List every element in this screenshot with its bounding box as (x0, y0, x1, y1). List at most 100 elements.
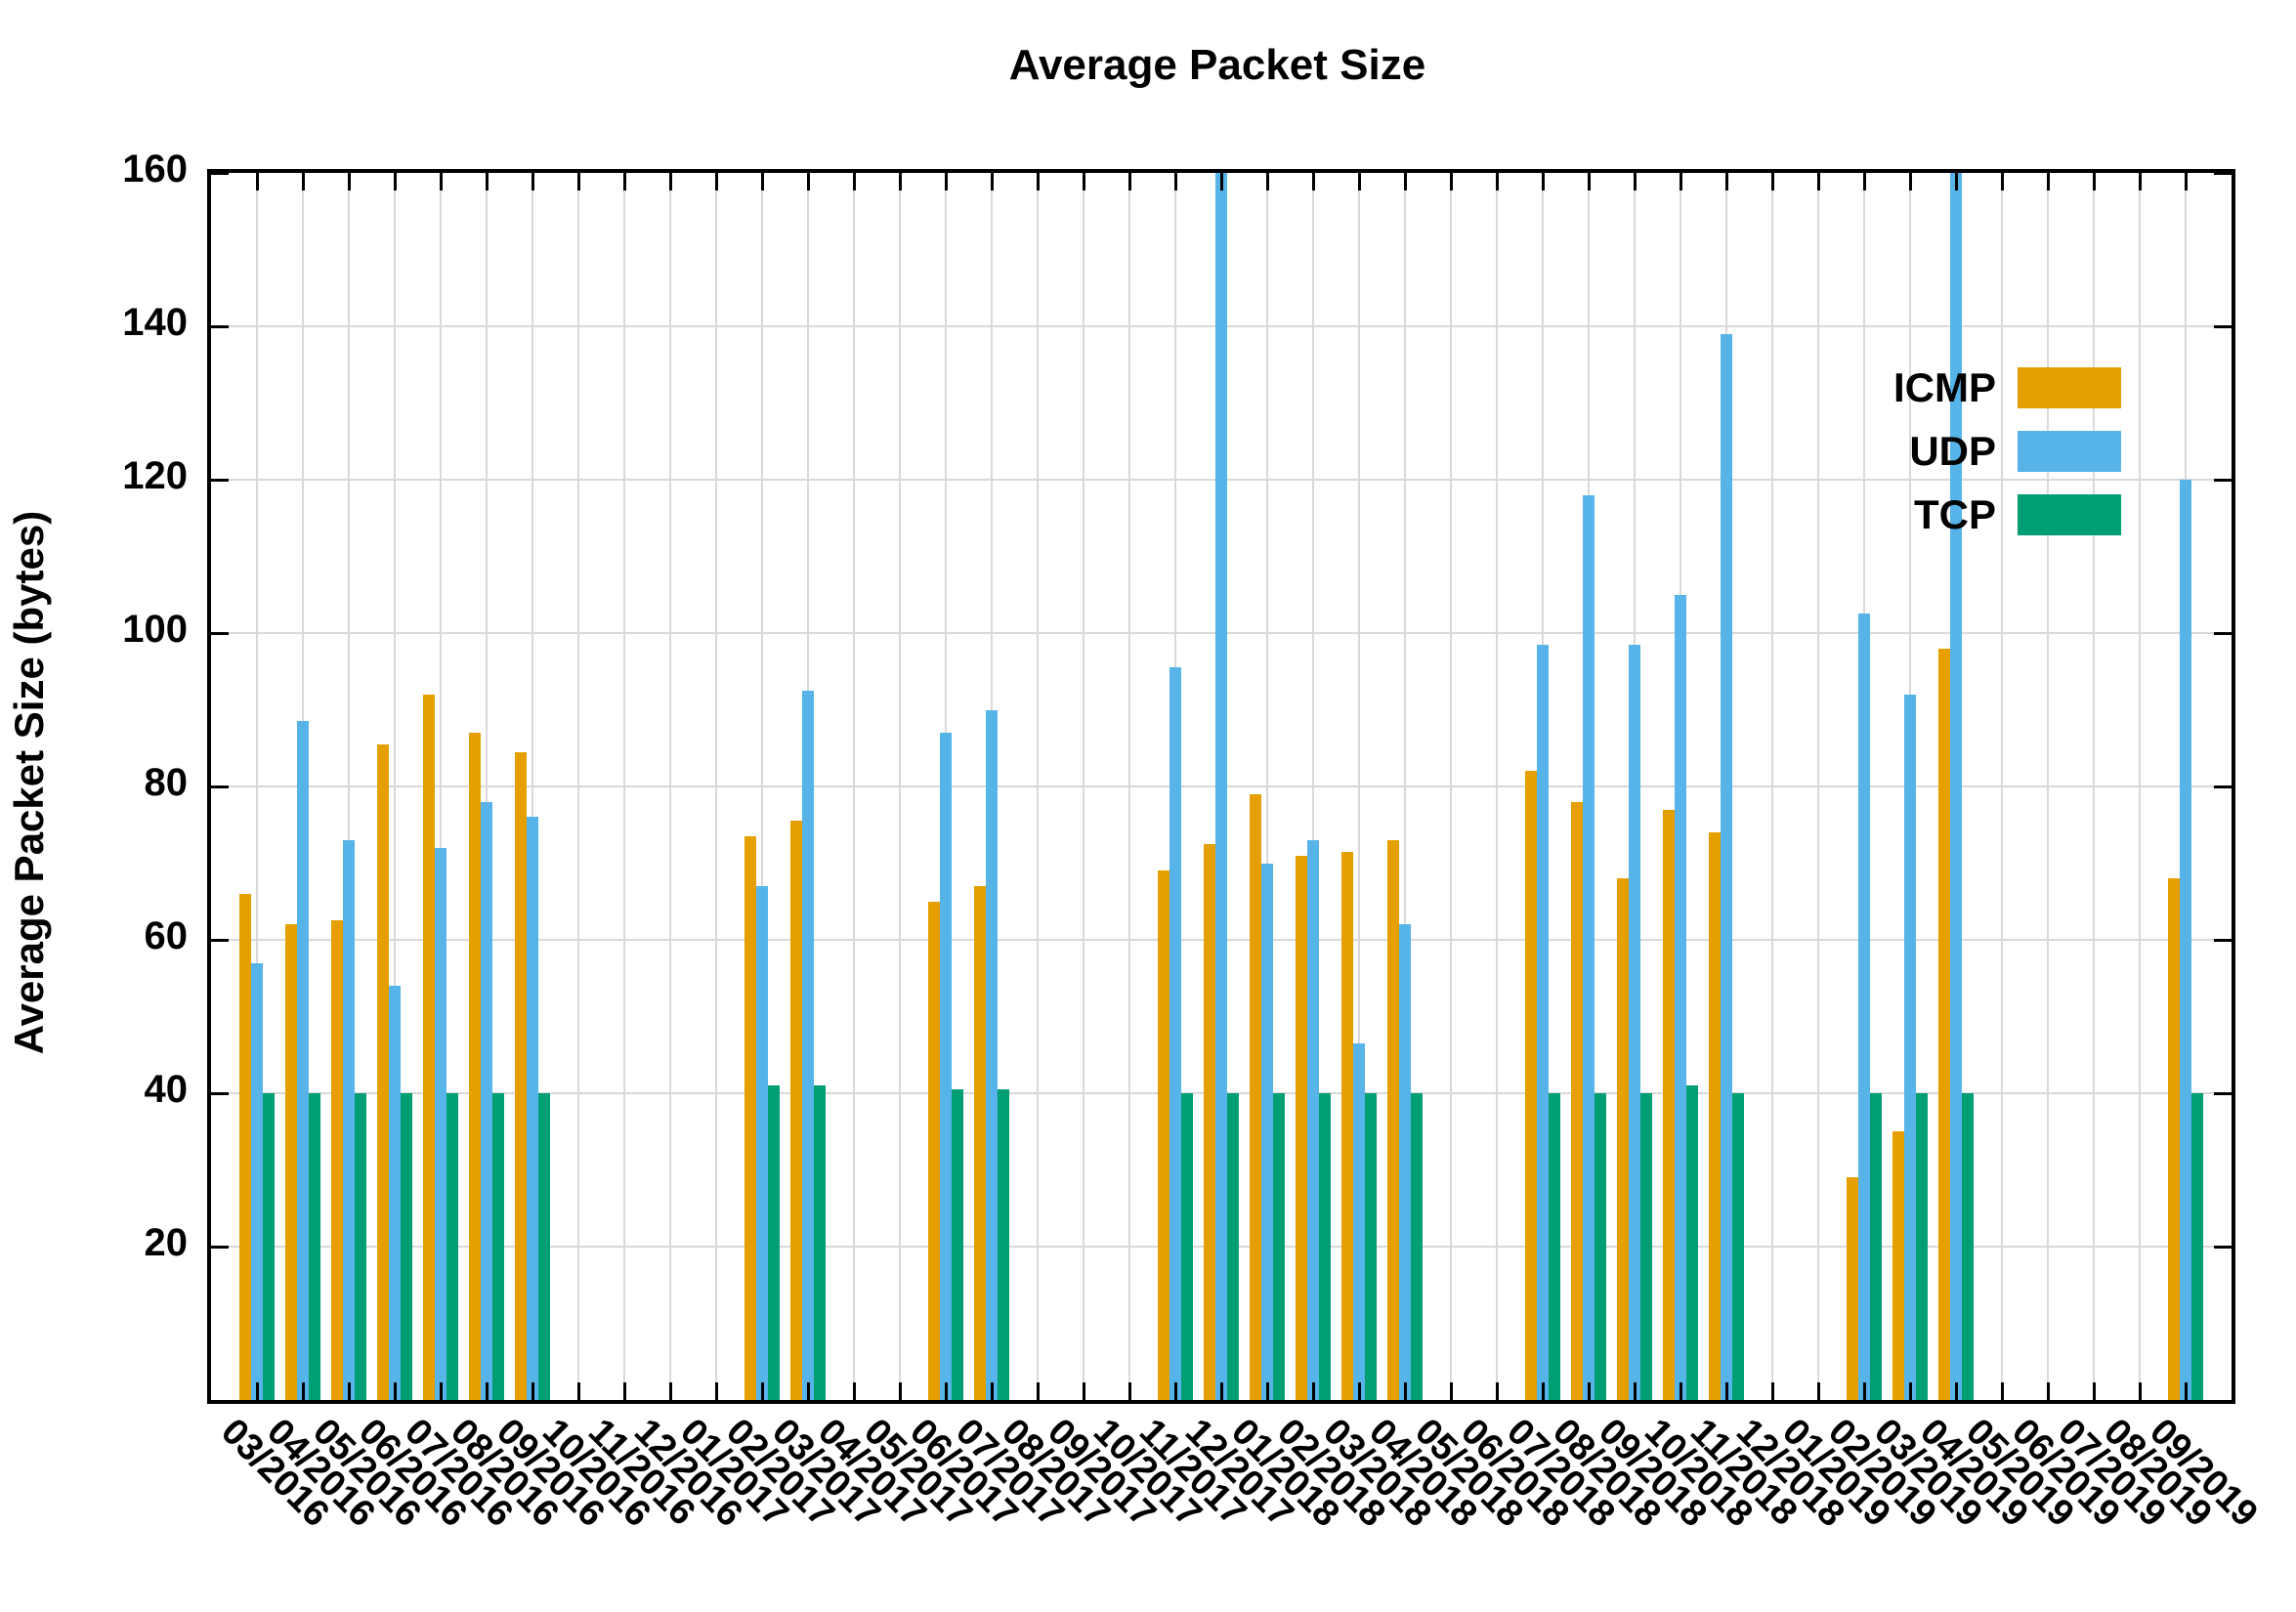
gridline-vertical (1128, 173, 1130, 1400)
bar-tcp-07/2016 (446, 1093, 458, 1400)
x-tick-top (944, 173, 948, 191)
gridline-vertical (2139, 173, 2141, 1400)
bar-udp-03/2017 (802, 690, 814, 1400)
bar-udp-04/2018 (1399, 924, 1411, 1400)
plot-inner (211, 173, 2232, 1400)
bar-icmp-03/2016 (239, 893, 251, 1400)
legend-row-tcp: TCP (1914, 491, 2121, 538)
gridline-vertical (1083, 173, 1084, 1400)
bar-udp-10/2018 (1675, 594, 1686, 1400)
x-tick-top (990, 173, 994, 191)
y-tick-right (2214, 939, 2232, 942)
x-tick-top (1403, 173, 1407, 191)
x-tick-bottom (990, 1382, 994, 1400)
x-tick-bottom (1127, 1382, 1131, 1400)
bar-tcp-03/2017 (814, 1085, 826, 1400)
bar-tcp-02/2017 (768, 1085, 780, 1400)
bar-udp-02/2017 (756, 886, 768, 1400)
bar-icmp-03/2019 (1892, 1131, 1904, 1400)
x-tick-top (760, 173, 764, 191)
bar-icmp-08/2018 (1571, 801, 1583, 1400)
x-tick-bottom (714, 1382, 718, 1400)
x-tick-top (898, 173, 902, 191)
bar-tcp-07/2018 (1549, 1093, 1560, 1400)
x-tick-bottom (2138, 1382, 2142, 1400)
plot-area: ICMP UDP TCP (207, 169, 2235, 1404)
x-tick-top (1082, 173, 1085, 191)
x-tick-bottom (898, 1382, 902, 1400)
x-tick-bottom (1908, 1382, 1912, 1400)
bar-udp-07/2016 (435, 847, 446, 1400)
gridline-vertical (1771, 173, 1773, 1400)
bar-tcp-05/2016 (355, 1093, 366, 1400)
x-tick-bottom (255, 1382, 259, 1400)
gridline-vertical (669, 173, 671, 1400)
x-tick-top (1127, 173, 1131, 191)
x-tick-bottom (439, 1382, 443, 1400)
legend-label-udp: UDP (1909, 428, 1996, 474)
bar-icmp-04/2018 (1387, 839, 1399, 1400)
y-tick-label: 40 (144, 1068, 189, 1111)
y-tick-right (2214, 173, 2232, 175)
x-tick-top (1173, 173, 1177, 191)
bar-udp-11/2018 (1721, 333, 1732, 1400)
x-tick-bottom (1357, 1382, 1361, 1400)
x-tick-top (1495, 173, 1499, 191)
gridline-vertical (256, 173, 258, 1400)
x-tick-bottom (760, 1382, 764, 1400)
x-tick-top (1357, 173, 1361, 191)
bar-tcp-01/2018 (1273, 1093, 1285, 1400)
y-tick-label: 60 (144, 914, 189, 957)
bar-icmp-05/2016 (331, 920, 343, 1400)
bar-icmp-06/2016 (377, 743, 389, 1400)
gridline-vertical (486, 173, 488, 1400)
x-tick-bottom (1036, 1382, 1040, 1400)
x-tick-top (1541, 173, 1545, 191)
y-tick-label: 80 (144, 761, 189, 804)
y-tick-right (2214, 325, 2232, 328)
bar-tcp-03/2016 (263, 1093, 275, 1400)
bar-tcp-04/2016 (309, 1093, 320, 1400)
gridline-vertical (853, 173, 855, 1400)
x-tick-bottom (1173, 1382, 1177, 1400)
bar-icmp-03/2018 (1341, 851, 1353, 1400)
x-tick-bottom (347, 1382, 351, 1400)
x-tick-top (1311, 173, 1315, 191)
x-tick-bottom (1311, 1382, 1315, 1400)
x-tick-bottom (668, 1382, 672, 1400)
bar-tcp-06/2017 (952, 1089, 963, 1400)
bar-tcp-07/2017 (998, 1089, 1009, 1400)
x-tick-bottom (944, 1382, 948, 1400)
bar-icmp-01/2018 (1250, 793, 1261, 1400)
x-tick-top (1036, 173, 1040, 191)
bar-udp-09/2018 (1629, 644, 1640, 1400)
bar-tcp-11/2017 (1181, 1093, 1193, 1400)
x-tick-bottom (301, 1382, 305, 1400)
bar-udp-12/2017 (1215, 173, 1227, 1400)
x-tick-bottom (1265, 1382, 1269, 1400)
x-tick-bottom (1633, 1382, 1637, 1400)
x-tick-top (2184, 173, 2188, 191)
x-tick-top (852, 173, 856, 191)
bar-udp-01/2018 (1261, 863, 1273, 1400)
x-tick-bottom (1724, 1382, 1728, 1400)
bar-icmp-04/2019 (1938, 648, 1950, 1400)
y-tick-left (211, 785, 229, 788)
bar-udp-06/2016 (389, 986, 401, 1400)
gridline-vertical (761, 173, 763, 1400)
x-tick-bottom (1449, 1382, 1453, 1400)
bar-udp-07/2018 (1537, 644, 1549, 1400)
bar-icmp-11/2017 (1158, 870, 1169, 1400)
gridline-vertical (394, 173, 396, 1400)
gridline-vertical (1450, 173, 1452, 1400)
gridline-vertical (577, 173, 579, 1400)
x-tick-bottom (852, 1382, 856, 1400)
x-tick-bottom (2046, 1382, 2050, 1400)
x-tick-top (1954, 173, 1958, 191)
bar-icmp-02/2018 (1296, 855, 1307, 1400)
y-tick-right (2214, 479, 2232, 482)
x-tick-top (1633, 173, 1637, 191)
bar-udp-03/2019 (1904, 694, 1916, 1400)
gridline-vertical (1496, 173, 1498, 1400)
x-tick-bottom (1495, 1382, 1499, 1400)
